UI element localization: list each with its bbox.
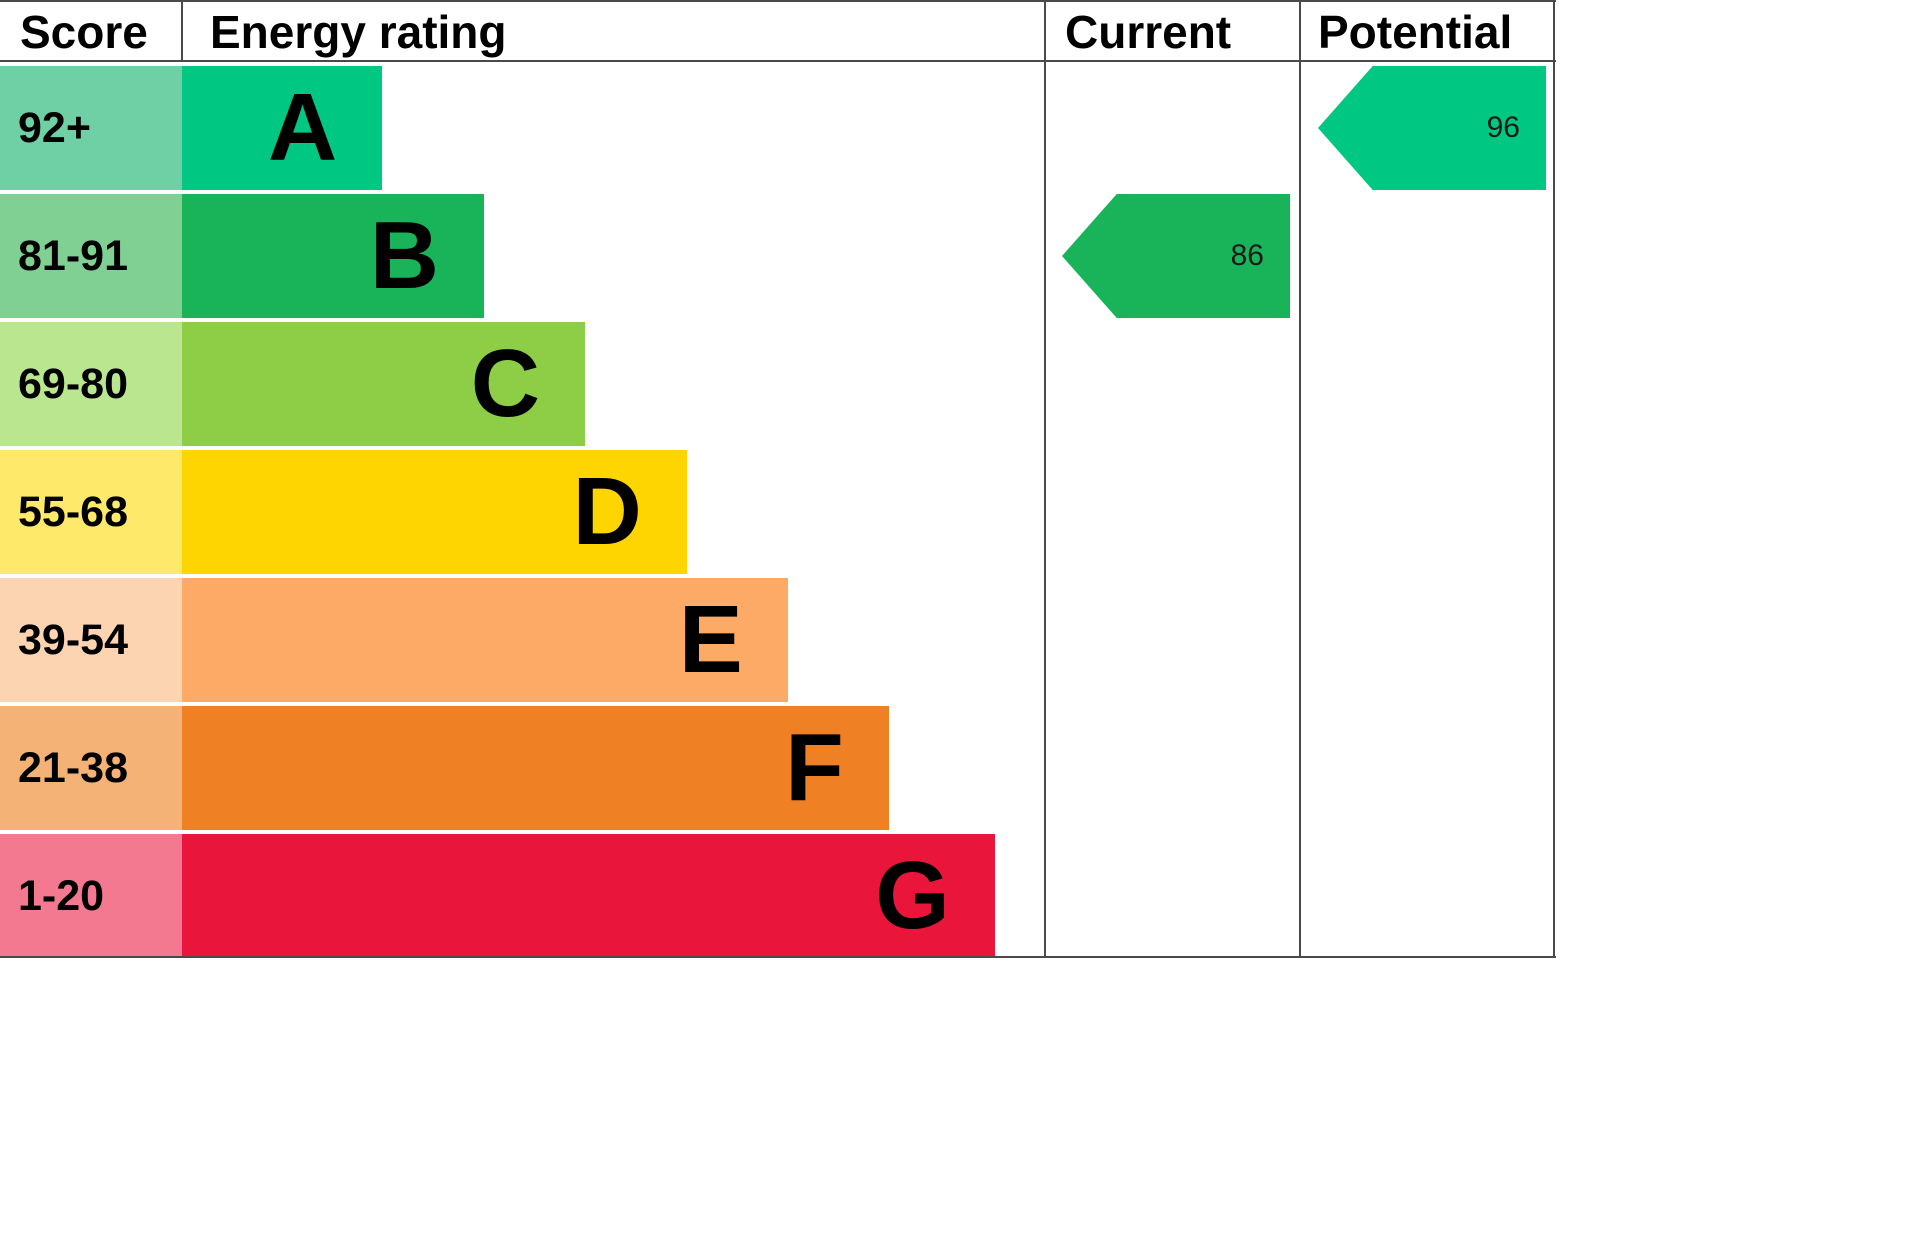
potential-cell-g [1300,834,1556,958]
band-row-d: 55-68 D [0,450,1556,574]
score-range-e: 39-54 [0,578,182,702]
score-rating-divider-line [181,0,183,60]
potential-cell-f [1300,706,1556,830]
band-bar-g: G [182,834,995,958]
band-row-b: 81-91 B 86 [0,194,1556,318]
potential-cell-e [1300,578,1556,702]
current-rating-value: 86 [1230,239,1264,272]
current-cell-d [1045,450,1300,574]
rating-cell-f: F [182,706,1045,830]
potential-column-header: Potential [1318,6,1513,58]
band-bar-d: D [182,450,687,574]
band-letter-a: A [267,74,338,181]
band-bar-e: E [182,578,788,702]
band-bar-a: A [182,66,383,190]
potential-cell-a: 96 [1300,66,1556,190]
top-border-line [0,0,1556,2]
chart-area: Score Energy rating Current Potential 92… [0,0,1556,958]
current-rating-arrow: 86 [1062,194,1290,318]
rating-cell-d: D [182,450,1045,574]
score-range-a: 92+ [0,66,182,190]
band-row-g: 1-20 G [0,834,1556,958]
bottom-border-line [0,956,1556,958]
band-row-c: 69-80 C [0,322,1556,446]
current-cell-b: 86 [1045,194,1300,318]
energy-rating-column-header: Energy rating [210,6,507,58]
band-rows: 92+ A 96 81-91 B 86 69-80 C 55-68 D 39-54 E 21-38 F 1-… [0,66,1556,958]
rating-cell-b: B [182,194,1045,318]
band-bar-b: B [182,194,485,318]
score-range-c: 69-80 [0,322,182,446]
score-range-g: 1-20 [0,834,182,958]
potential-cell-b [1300,194,1556,318]
current-cell-g [1045,834,1300,958]
score-column-header: Score [20,6,148,58]
band-bar-c: C [182,322,586,446]
potential-rating-arrow: 96 [1318,66,1546,190]
current-column-header: Current [1065,6,1232,58]
rating-cell-a: A [182,66,1045,190]
potential-cell-d [1300,450,1556,574]
score-range-b: 81-91 [0,194,182,318]
current-cell-f [1045,706,1300,830]
band-row-e: 39-54 E [0,578,1556,702]
rating-cell-g: G [182,834,1045,958]
chart-header: Score Energy rating Current Potential [0,2,1556,62]
current-potential-divider-line [1299,0,1301,958]
score-range-d: 55-68 [0,450,182,574]
current-cell-c [1045,322,1300,446]
current-cell-e [1045,578,1300,702]
band-bar-f: F [182,706,889,830]
band-letter-g: G [875,842,950,949]
rating-cell-e: E [182,578,1045,702]
score-range-f: 21-38 [0,706,182,830]
potential-rating-value: 96 [1486,111,1520,144]
band-letter-e: E [678,586,743,693]
band-letter-b: B [369,202,440,309]
potential-cell-c [1300,322,1556,446]
rating-current-divider-line [1044,0,1046,958]
band-letter-d: D [572,458,642,565]
rating-cell-c: C [182,322,1045,446]
band-row-f: 21-38 F [0,706,1556,830]
band-letter-c: C [470,330,541,437]
current-cell-a [1045,66,1300,190]
band-row-a: 92+ A 96 [0,66,1556,190]
right-border-line [1553,0,1555,958]
header-underline [0,60,1556,62]
band-letter-f: F [785,714,844,821]
